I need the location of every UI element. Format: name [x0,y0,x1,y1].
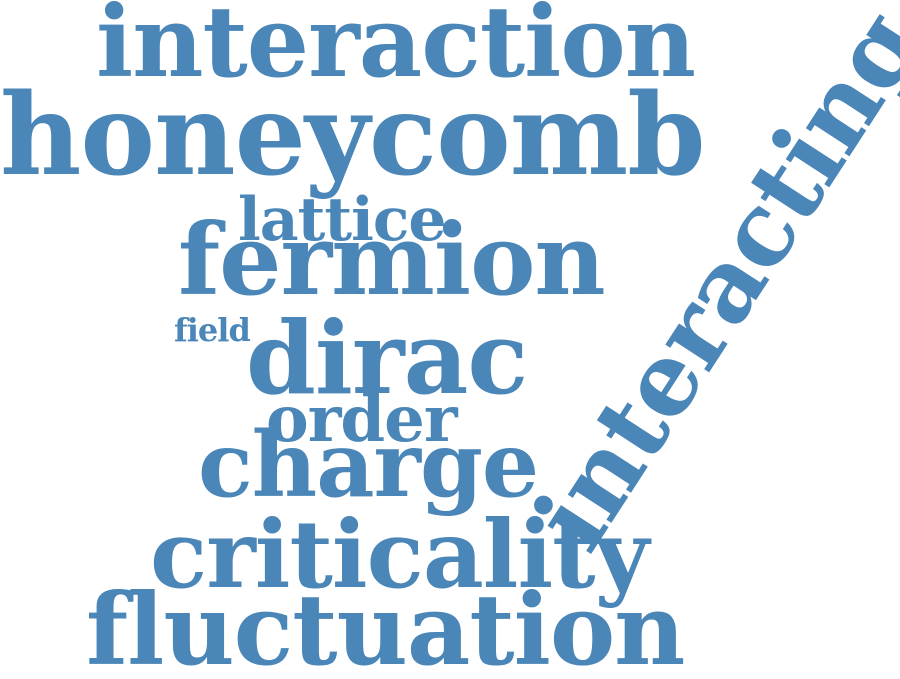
word-dirac: dirac [246,299,528,417]
word-field: field [174,311,251,349]
word-interaction: interaction [96,0,696,100]
word-order: order [266,382,458,457]
word-honeycomb: honeycomb [0,70,706,201]
word-fermion: fermion [178,203,606,318]
word-fluctuation: fluctuation [86,573,685,679]
word-criticality: criticality [150,500,649,610]
word-charge: charge [198,412,539,518]
word-lattice: lattice [238,185,447,255]
